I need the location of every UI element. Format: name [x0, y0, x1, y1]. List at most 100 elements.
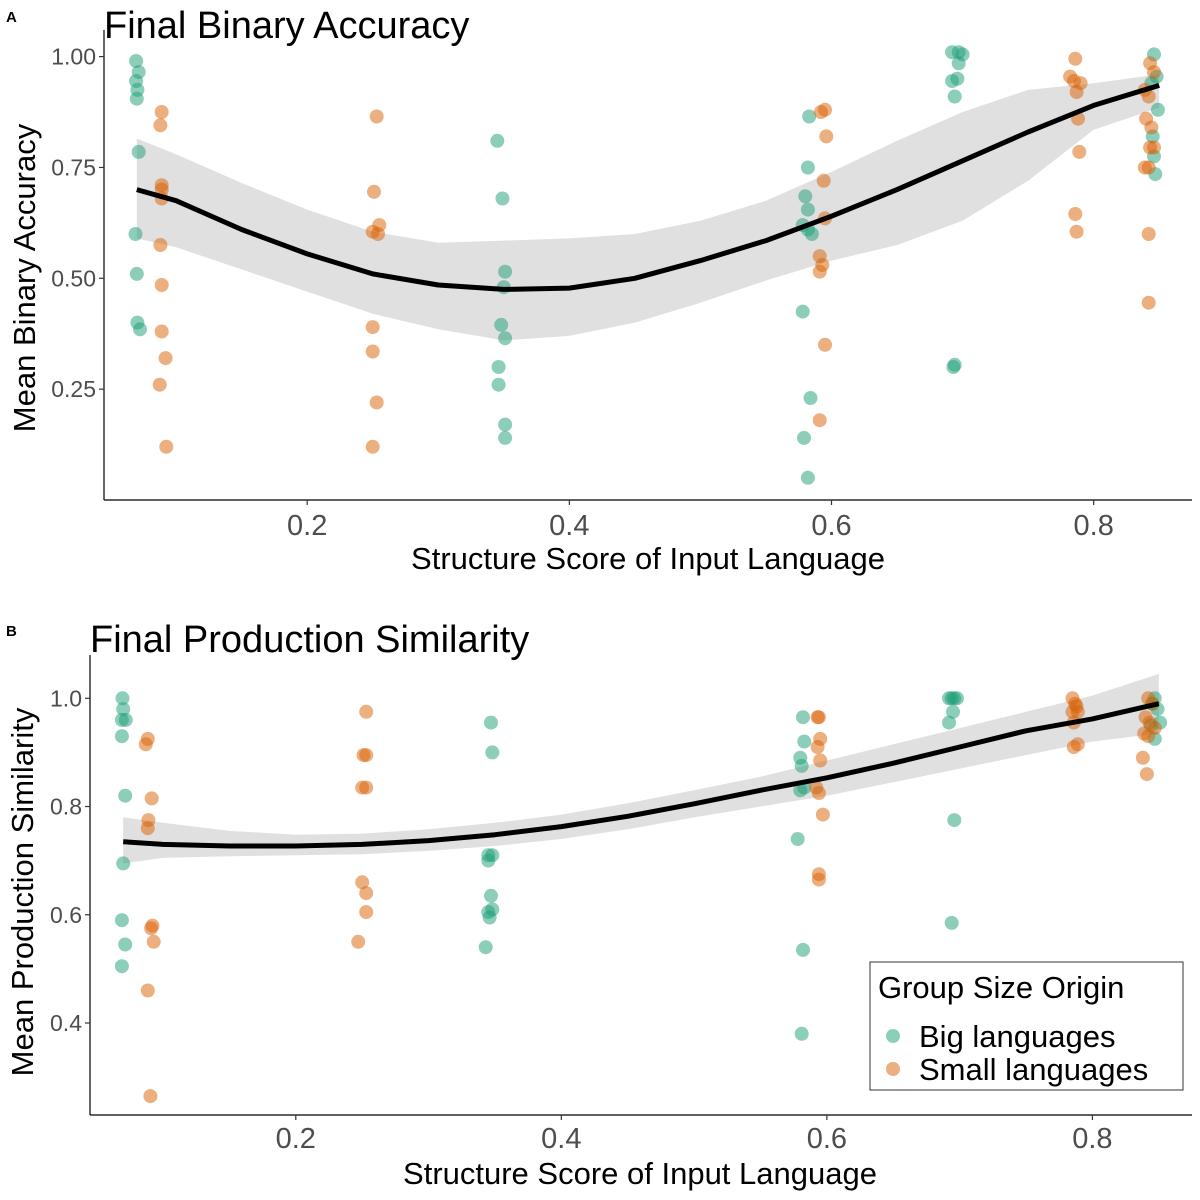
panel-b-point-big: [478, 940, 493, 955]
panel-a-title: Final Binary Accuracy: [104, 5, 469, 47]
panel-b-point-small: [359, 886, 374, 901]
panel-a-point-big: [491, 377, 506, 392]
panel-b-point-big: [794, 1026, 809, 1041]
panel-b-ytick-label: 0.6: [50, 902, 82, 928]
panel-b-xtick-label: 0.8: [1072, 1123, 1112, 1155]
panel-a-point-small: [1141, 89, 1156, 104]
panel-a-point-big: [133, 322, 147, 337]
panel-a-point-big: [947, 89, 962, 104]
panel-b-point-small: [359, 905, 374, 920]
panel-a-point-small: [365, 344, 380, 359]
panel-b-point-big: [114, 959, 129, 974]
panel-b-point-big: [116, 856, 131, 871]
panel-a-point-small: [1147, 140, 1161, 155]
panel-b-point-big: [797, 734, 812, 749]
panel-a-point-small: [814, 105, 828, 119]
panel-a-ytick-label: 1.00: [51, 44, 96, 70]
panel-a-point-small: [154, 105, 169, 119]
panel-a-point-small: [1072, 144, 1087, 159]
panel-b-point-small: [355, 875, 370, 890]
panel-b-ytick-label: 0.4: [50, 1010, 82, 1036]
panel-b-point-big: [950, 691, 964, 706]
panel-a-point-big: [800, 470, 815, 485]
panel-a-point-big: [1150, 102, 1165, 117]
panel-a-point-big: [131, 144, 146, 159]
panel-a-point-small: [818, 337, 832, 352]
panel-b-confidence-band: [123, 673, 1159, 864]
panel-a-point-big: [945, 74, 960, 88]
panel-a-point-small: [816, 173, 831, 188]
panel-a-point-small: [1068, 51, 1083, 66]
panel-a-point-small: [1069, 224, 1084, 239]
panel-a-point-big: [498, 264, 513, 279]
panel-a-point-small: [158, 351, 173, 366]
panel-b: B Final Production Similarity Mean Produ…: [5, 619, 1192, 1191]
panel-a-point-small: [1141, 227, 1156, 241]
panel-b-point-small: [815, 807, 830, 822]
panel-a-point-small: [812, 413, 827, 428]
panel-a-point-small: [159, 439, 174, 454]
panel-b-point-big: [946, 704, 960, 719]
panel-a-xtick-label: 0.8: [1074, 510, 1114, 542]
panel-b-point-big: [485, 745, 500, 760]
panel-a-point-small: [365, 439, 380, 454]
panel-a-point-small: [154, 278, 169, 292]
panel-a-fit-line: [136, 83, 1160, 292]
panel-b-point-small: [813, 753, 828, 768]
panel-b-point-small: [811, 872, 826, 887]
panel-b-point-big: [793, 783, 808, 798]
panel-b-point-big: [944, 915, 959, 930]
panel-b-point-big: [794, 758, 809, 773]
panel-b-title: Final Production Similarity: [90, 619, 529, 661]
panel-b-point-small: [138, 737, 153, 752]
legend-swatch-big: [886, 1029, 900, 1043]
panel-b-xlabel: Structure Score of Input Language: [403, 1156, 877, 1191]
panel-b-point-small: [359, 780, 374, 795]
panel-a-point-big: [803, 391, 818, 405]
panel-a-point-small: [154, 324, 169, 339]
panel-a-point-small: [1068, 207, 1083, 221]
panel-b-point-small: [1139, 767, 1154, 782]
legend-label-small: Small languages: [919, 1052, 1148, 1087]
panel-b-point-big: [115, 691, 130, 706]
panel-a-point-big: [802, 109, 817, 124]
panel-a-point-small: [1069, 85, 1084, 100]
panel-a-point-big: [131, 65, 146, 80]
panel-b-point-small: [810, 740, 825, 754]
panel-a-xlabel: Structure Score of Input Language: [411, 541, 885, 576]
panel-a-point-small: [819, 129, 834, 144]
panel-b-point-small: [810, 710, 825, 725]
panel-b-point-small: [144, 791, 159, 806]
panel-b-point-big: [118, 712, 133, 727]
panel-a-point-big: [798, 189, 813, 204]
panel-a-point-big: [804, 227, 819, 241]
panel-a-point-big: [800, 202, 815, 217]
panel-a-confidence-band: [136, 74, 1160, 341]
panel-b-ytick-label: 1.0: [50, 685, 82, 711]
panel-b-point-small: [811, 786, 826, 800]
panel-b-fit-line: [123, 701, 1160, 849]
panel-b-point-small: [1135, 750, 1150, 765]
panel-b-point-big: [796, 942, 810, 957]
panel-b-point-big: [947, 813, 962, 828]
panel-b-point-big: [118, 937, 133, 952]
panel-a-letter: A: [6, 9, 17, 26]
panel-a-point-big: [498, 430, 513, 445]
panel-b-point-small: [140, 983, 155, 998]
panel-b-point-big: [484, 715, 498, 730]
panel-a-point-small: [1141, 295, 1156, 310]
panel-a-point-small: [153, 118, 168, 133]
panel-a-point-big: [951, 56, 966, 71]
panel-b-point-big: [484, 888, 498, 903]
panel-a-point-small: [152, 377, 167, 392]
panel-b-point-small: [144, 921, 159, 936]
panel-a-ytick-label: 0.75: [51, 154, 96, 180]
panel-a-point-big: [498, 331, 513, 346]
panel-a-point-small: [369, 109, 384, 124]
panel-b-point-small: [1070, 704, 1085, 719]
panel-b-point-big: [114, 729, 129, 744]
panel-b-point-big: [796, 710, 810, 725]
panel-b-point-big: [790, 832, 805, 846]
panel-a-point-small: [371, 227, 385, 241]
panel-a-point-big: [797, 430, 811, 445]
